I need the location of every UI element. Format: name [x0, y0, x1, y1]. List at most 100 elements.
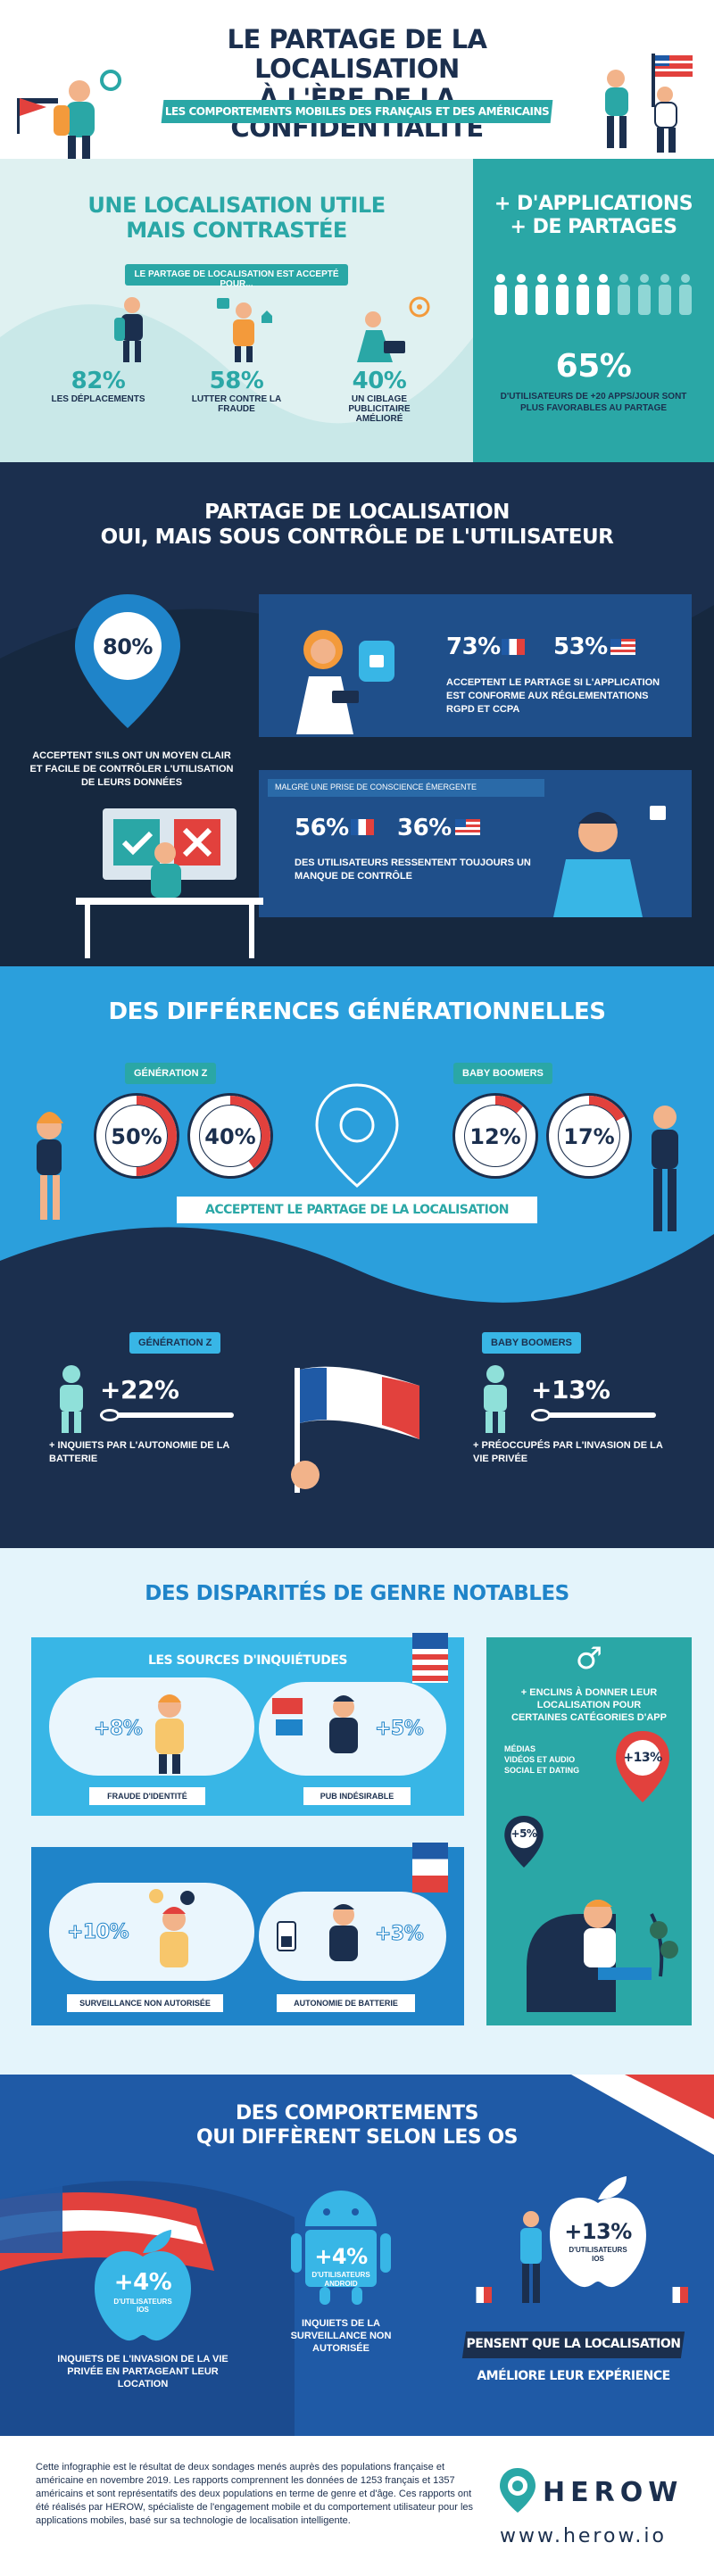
ring-3: 17% — [546, 1093, 632, 1179]
pin-icon — [616, 1731, 669, 1802]
apple-icon — [95, 2230, 191, 2341]
surveillance-label: SURVEILLANCE NON AUTORISÉE — [79, 1999, 211, 2008]
us-flag-icon — [610, 639, 635, 655]
male-symbol-icon: ♂ — [575, 1641, 603, 1677]
girl-illustration — [37, 1112, 63, 1220]
subtitle: LES COMPORTEMENTS MOBILES DES FRANÇAIS E… — [164, 105, 550, 118]
title-line-2: QUI DIFFÈRENT SELON LES OS — [196, 2126, 518, 2149]
person-icon — [577, 274, 589, 315]
worried-man-illustration — [553, 806, 666, 917]
person-icon — [515, 274, 527, 315]
ios2-value: +13% — [564, 2219, 632, 2244]
genz-slider — [100, 1409, 234, 1421]
footer-text: Cette infographie est le résultat de deu… — [36, 2462, 474, 2526]
brand-name: HEROW — [543, 2477, 684, 2508]
apple-icon-2 — [550, 2176, 646, 2288]
title-line-2: MAIS CONTRASTÉE — [126, 218, 347, 243]
battery-person-illustration — [277, 1904, 358, 1961]
battery-value: +3% — [374, 1923, 424, 1946]
accept-badge-text: LE PARTAGE DE LOCALISATION EST ACCEPTÉ P… — [134, 269, 339, 289]
experience-banner-text: PENSENT QUE LA LOCALISATION — [466, 2337, 681, 2351]
hand-flag-illustration — [291, 1366, 419, 1493]
pin-icon-small — [504, 1816, 544, 1868]
tag-genz: GÉNÉRATION Z — [125, 1063, 217, 1084]
man-with-phone-illustration — [520, 2211, 542, 2303]
ads-label: PUB INDÉSIRABLE — [320, 1792, 394, 1801]
section-title: DES DIFFÉRENCES GÉNÉRATIONNELLES — [108, 998, 606, 1025]
france-flag-icon — [665, 2287, 688, 2303]
battery-label-box — [277, 1994, 415, 2012]
title-line-1: UNE LOCALISATION UTILE — [87, 193, 386, 218]
title-line-1: PARTAGE DE LOCALISATION — [204, 501, 510, 524]
france-flag-icon — [502, 639, 525, 655]
person-icon — [679, 274, 692, 315]
title-line-1: DES COMPORTEMENTS — [235, 2102, 479, 2125]
cat-2: SOCIAL ET DATING — [504, 1766, 580, 1775]
boomers-label: + PRÉOCCUPÉS PAR L'INVASION DE LA VIE PR… — [473, 1440, 663, 1464]
ring-0: 50% — [94, 1093, 179, 1179]
genz-label: + INQUIETS PAR L'AUTONOMIE DE LA BATTERI… — [49, 1440, 229, 1464]
location-pin-icon — [75, 594, 180, 728]
pin-value: 80% — [103, 634, 153, 659]
ios-sub: D'UTILISATEURS IOS — [113, 2298, 172, 2314]
boomers-value: +13% — [531, 1375, 610, 1404]
person-icon — [536, 274, 548, 315]
experience-label: AMÉLIORE LEUR EXPÉRIENCE — [477, 2369, 670, 2383]
fraud-value: +8% — [93, 1718, 143, 1741]
cat-1: VIDÉOS ET AUDIO — [504, 1755, 576, 1764]
ring-value: 12% — [469, 1124, 520, 1149]
ring-2: 12% — [452, 1093, 538, 1179]
lock-person-icon — [217, 298, 272, 362]
tag-genz-2: GÉNÉRATION Z — [129, 1332, 221, 1354]
android-value: +4% — [314, 2244, 368, 2269]
accept-banner-text: ACCEPTENT LE PARTAGE DE LA LOCALISATION — [205, 1203, 509, 1217]
stat-travel: 82% LES DÉPLACEMENTS — [27, 293, 161, 404]
us-value: 36% — [397, 815, 452, 841]
main-title: LE PARTAGE DE LA LOCALISATION À L'ÈRE DE… — [134, 25, 580, 143]
fraud-label: FRAUDE D'IDENTITÉ — [107, 1792, 187, 1801]
header: LE PARTAGE DE LA LOCALISATION À L'ÈRE DE… — [0, 0, 714, 159]
accept-banner — [177, 1197, 537, 1223]
stat-label: LES DÉPLACEMENTS — [51, 394, 145, 404]
brand-url[interactable]: www.herow.io — [500, 2525, 667, 2547]
ring-value: 40% — [204, 1124, 255, 1149]
section-control: PARTAGE DE LOCALISATION OUI, MAIS SOUS C… — [0, 462, 714, 966]
android-label: INQUIETS DE LA SURVEILLANCE NON AUTORISÉ… — [290, 2318, 392, 2354]
person-icon — [597, 274, 610, 315]
fr-value: 56% — [295, 815, 349, 841]
section-title: UNE LOCALISATION UTILE MAIS CONTRASTÉE — [36, 193, 437, 243]
elder-person-icon — [484, 1365, 507, 1433]
android-icon — [291, 2191, 391, 2305]
boomers-slider — [531, 1409, 656, 1421]
traveler-icon — [114, 297, 143, 362]
title-line-1: + D'APPLICATIONS — [494, 193, 693, 215]
senior-illustration — [652, 1106, 678, 1231]
awareness-tag — [268, 779, 544, 797]
section-generations: DES DIFFÉRENCES GÉNÉRATIONNELLES GÉNÉRAT… — [0, 966, 714, 1548]
france-flag-icon — [351, 819, 374, 835]
fraud-pill — [49, 1677, 254, 1776]
section-title: PARTAGE DE LOCALISATION OUI, MAIS SOUS C… — [0, 500, 714, 550]
people-icons — [494, 274, 692, 315]
battery-label: AUTONOMIE DE BATTERIE — [294, 1999, 398, 2008]
section-title: + D'APPLICATIONS + DE PARTAGES — [473, 193, 714, 239]
stat-value: 40% — [352, 368, 407, 394]
male-value-2: +5% — [511, 1827, 537, 1840]
us-flag-icon — [412, 1633, 448, 1683]
ring-1: 40% — [187, 1093, 273, 1179]
person-icon — [556, 274, 569, 315]
stat-fraud: 58% LUTTER CONTRE LA FRAUDE — [178, 293, 295, 414]
section-title: DES COMPORTEMENTS QUI DIFFÈRENT SELON LE… — [0, 2101, 714, 2149]
ring-value: 17% — [563, 1124, 614, 1149]
fraud-person-illustration — [155, 1694, 184, 1774]
tag-boomers: BABY BOOMERS — [453, 1063, 552, 1084]
stat-ads: 40% UN CIBLAGE PUBLICITAIRE AMÉLIORÉ — [308, 293, 451, 424]
footer: Cette infographie est le résultat de deu… — [0, 2436, 714, 2576]
computer-desk-illustration — [76, 808, 263, 958]
ads-label-box — [303, 1787, 411, 1805]
young-person-icon — [60, 1365, 83, 1433]
surveillance-value: +10% — [66, 1921, 129, 1944]
ads-value: +5% — [374, 1718, 424, 1741]
person-icon — [638, 274, 651, 315]
stat-label: UN CIBLAGE PUBLICITAIRE AMÉLIORÉ — [348, 394, 411, 424]
